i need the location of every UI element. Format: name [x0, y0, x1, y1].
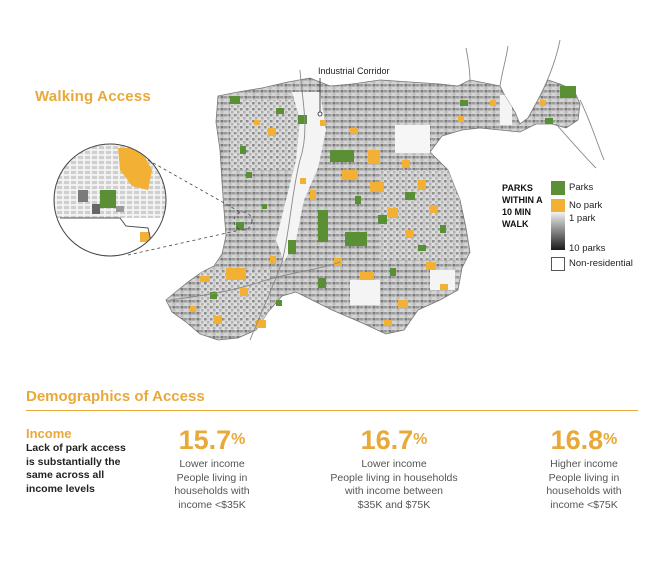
parks-swatch: [551, 181, 565, 195]
industrial-corridor-label: Industrial Corridor: [318, 66, 390, 76]
income-heading: Income: [26, 426, 72, 441]
industrial-corridor-marker: [317, 78, 323, 117]
no-park-layer: [190, 100, 546, 328]
river-lines: [169, 39, 605, 341]
legend-title: PARKS WITHIN A 10 MIN WALK: [502, 183, 543, 229]
stat-higher-income: 16.8% Higher income People living in hou…: [504, 424, 658, 512]
stat-lower-income-35k-75k: 16.7% Lower income People living in hous…: [314, 424, 474, 512]
non-residential-swatch: [551, 257, 565, 271]
no-park-swatch: [551, 199, 565, 213]
walking-access-map: [53, 39, 605, 341]
stat-description: Lower income People living in households…: [174, 458, 250, 511]
demographics-title: Demographics of Access: [26, 388, 205, 405]
stat-value: 16.7%: [360, 425, 428, 455]
stat-description: Higher income People living in household…: [546, 458, 622, 511]
park-count-gradient: [551, 212, 565, 250]
zoom-inset: [53, 143, 167, 257]
map-title: Walking Access: [35, 88, 151, 105]
section-divider: [26, 410, 638, 411]
parks-layer: [210, 86, 576, 306]
stat-value: 15.7%: [178, 425, 246, 455]
stat-value: 16.8%: [550, 425, 618, 455]
income-description: Lack of park access is substantially the…: [26, 442, 126, 495]
stat-lower-income-35k: 15.7% Lower income People living in hous…: [132, 424, 292, 512]
zoom-connector: [127, 159, 253, 256]
stat-description: Lower income People living in households…: [330, 458, 458, 511]
